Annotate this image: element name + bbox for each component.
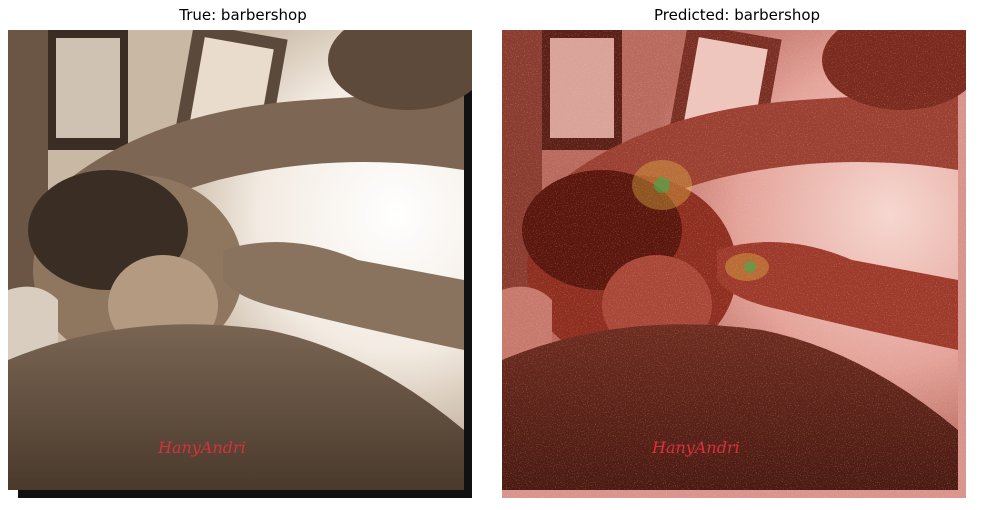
photo-true: HanyAndri xyxy=(8,30,472,498)
photo-true-image: HanyAndri xyxy=(8,30,472,498)
photo-predicted: HanyAndri xyxy=(502,30,966,498)
photo-predicted-image: HanyAndri xyxy=(502,30,966,498)
panel-title-true: True: barbershop xyxy=(179,6,307,24)
watermark-predicted: HanyAndri xyxy=(651,438,740,457)
panel-predicted: Predicted: barbershop xyxy=(502,0,972,510)
watermark-true: HanyAndri xyxy=(157,438,246,457)
panel-title-predicted: Predicted: barbershop xyxy=(653,6,821,24)
panel-true: True: barbershop xyxy=(8,0,478,510)
